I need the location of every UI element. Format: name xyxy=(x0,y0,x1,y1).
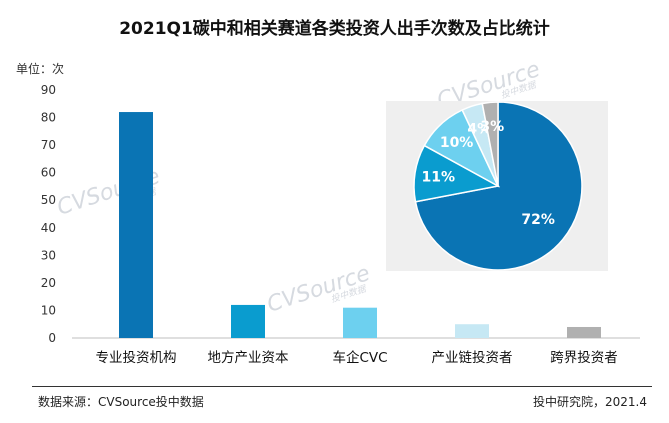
pie-slice-label: 72% xyxy=(521,212,555,228)
chart-title: 2021Q1碳中和相关赛道各类投资人出手次数及占比统计 xyxy=(119,19,550,39)
data-source-note: 数据来源：CVSource投中数据 xyxy=(38,395,204,409)
bar xyxy=(567,326,601,338)
y-tick-label: 20 xyxy=(41,276,56,290)
bar xyxy=(119,112,153,339)
y-tick-label: 90 xyxy=(41,83,56,97)
y-tick-label: 10 xyxy=(41,303,56,317)
x-category-label: 产业链投资者 xyxy=(432,350,513,366)
bar-series xyxy=(119,112,601,339)
x-category-label: 地方产业资本 xyxy=(208,350,289,366)
pie-slice-label: 3% xyxy=(480,119,504,135)
y-tick-label: 70 xyxy=(41,138,56,152)
pie-slice-label: 11% xyxy=(422,170,456,186)
pie-slice xyxy=(481,101,499,187)
x-category-label: 跨界投资者 xyxy=(550,350,618,366)
y-tick-label: 0 xyxy=(48,331,56,345)
x-category-label: 专业投资机构 xyxy=(96,350,177,366)
y-axis: 0 10 20 30 40 50 60 70 80 90 xyxy=(41,83,640,345)
bar xyxy=(231,304,265,338)
x-axis-labels: 专业投资机构 地方产业资本 车企CVC 产业链投资者 跨界投资者 xyxy=(96,349,618,366)
credit-note: 投中研究院，2021.4 xyxy=(533,395,647,409)
y-tick-label: 50 xyxy=(41,193,56,207)
pie-slice-label: 4% xyxy=(467,121,491,137)
y-tick-label: 40 xyxy=(41,221,56,235)
bar xyxy=(455,324,489,338)
y-tick-label: 80 xyxy=(41,111,56,125)
footer-divider xyxy=(32,386,652,387)
pie-inset: 72% 11% 10%4%3% xyxy=(386,101,608,271)
pie-slice-label: 10% xyxy=(440,135,474,151)
y-tick-label: 60 xyxy=(41,166,56,180)
bar xyxy=(343,307,377,338)
x-category-label: 车企CVC xyxy=(332,349,387,366)
y-axis-unit-label: 单位：次 xyxy=(16,62,65,76)
y-tick-label: 30 xyxy=(41,248,56,262)
